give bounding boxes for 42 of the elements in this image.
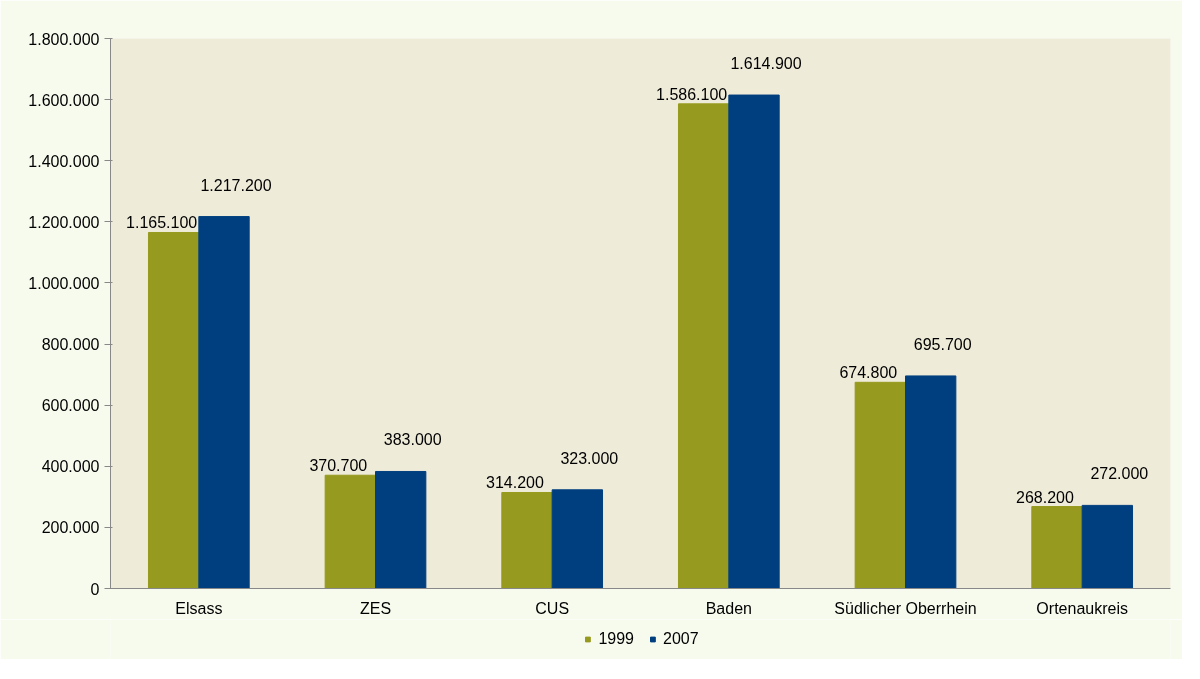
bar (728, 94, 780, 589)
data-label: 1.614.900 (730, 55, 802, 73)
x-tick-label: Ortenaukreis (1036, 599, 1128, 617)
data-label: 1.165.100 (126, 214, 198, 232)
data-label: 695.700 (913, 335, 972, 353)
y-tick-label: 600.000 (41, 397, 100, 415)
y-tick-label: 1.000.000 (28, 274, 100, 292)
x-tick-label: CUS (535, 599, 570, 617)
y-tick-label: 1.800.000 (28, 30, 100, 48)
data-label: 1.586.100 (656, 85, 728, 103)
y-tick-label: 0 (90, 580, 100, 598)
y-tick-label: 400.000 (41, 458, 100, 476)
data-label: 323.000 (560, 449, 619, 467)
bar (1081, 504, 1134, 589)
data-label: 674.800 (839, 364, 898, 382)
y-tick-label: 1.400.000 (28, 152, 100, 170)
y-tick-label: 1.200.000 (28, 213, 100, 231)
y-tick-label: 200.000 (41, 519, 100, 537)
data-label: 314.200 (486, 474, 545, 492)
bar (501, 491, 553, 589)
y-tick-label: 800.000 (41, 336, 100, 354)
bar (147, 232, 200, 589)
x-tick-label: ZES (359, 599, 392, 617)
data-label: 370.700 (309, 457, 368, 475)
data-label: 383.000 (383, 431, 442, 449)
data-label: 268.200 (1016, 488, 1075, 506)
x-tick-label: Südlicher Oberrhein (834, 599, 977, 617)
bar (324, 474, 376, 589)
bar (1031, 506, 1083, 589)
legend-label: 1999 (598, 630, 634, 648)
bar (854, 381, 906, 589)
data-label: 272.000 (1090, 465, 1149, 483)
y-tick-label: 1.600.000 (28, 91, 100, 109)
bar (375, 470, 427, 589)
legend-label: 2007 (663, 630, 699, 648)
x-tick-label: Baden (705, 599, 752, 617)
bar (551, 489, 604, 589)
bar (198, 216, 250, 589)
bar (905, 375, 957, 589)
bar (677, 103, 730, 589)
data-label: 1.217.200 (200, 176, 272, 194)
x-tick-label: Elsass (175, 599, 223, 617)
